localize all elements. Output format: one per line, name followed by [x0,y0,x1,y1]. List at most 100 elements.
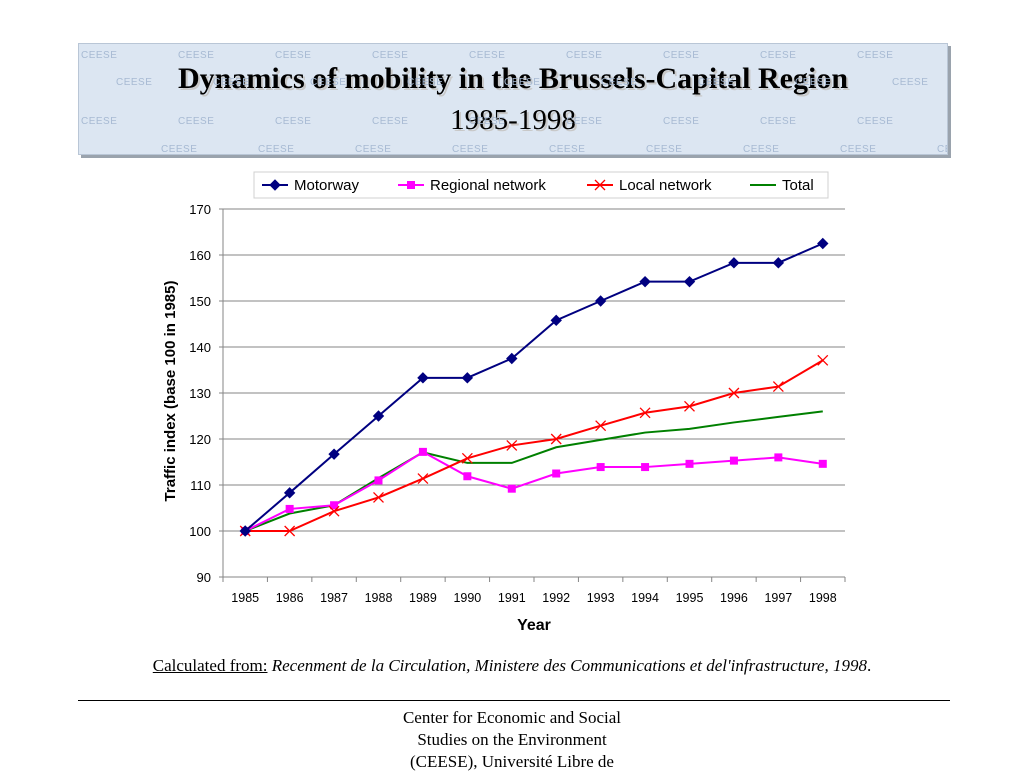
footer: Center for Economic and Social Studies o… [0,707,1024,773]
watermark-text: CEESE [81,50,118,61]
watermark-text: CEESE [698,77,735,88]
data-point-regional-network [774,453,783,462]
data-point-motorway [506,352,518,365]
data-point-local-network [684,400,695,412]
x-tick-label: 1990 [453,591,481,605]
y-tick-label: 140 [189,340,211,355]
data-point-regional-network [596,463,605,472]
watermark-text: CEESE [372,116,409,127]
watermark-text: CEESE [743,144,780,155]
watermark-text: CEESE [407,77,444,88]
data-point-local-network [328,505,340,517]
watermark-text: CEESE [601,77,638,88]
legend-label-total: Total [782,177,814,194]
y-tick-label: 110 [190,478,211,493]
data-point-regional-network [507,484,516,493]
source-end: . [866,656,872,675]
data-point-local-network [772,381,784,393]
data-point-motorway [772,257,785,269]
watermark-text: CEESE [840,144,877,155]
data-point-regional-network [641,463,650,472]
data-point-local-network [461,452,473,464]
y-tick-label: 90 [197,570,211,585]
data-point-local-network [506,439,518,451]
data-point-regional-network [330,501,339,510]
data-point-local-network [284,525,296,537]
x-tick-label: 1993 [587,591,615,605]
x-tick-label: 1994 [631,591,659,605]
watermark-text: CEESE [116,77,153,88]
legend-marker-local-network [594,179,606,191]
watermark-text: CEESE [275,50,312,61]
x-tick-label: 1995 [676,591,704,605]
watermark-text: CEESE [795,77,832,88]
x-tick-label: 1992 [542,591,570,605]
series-line-regional-network [244,450,823,532]
y-tick-label: 120 [189,432,211,447]
watermark-text: CEESE [760,50,797,61]
data-point-regional-network [729,456,738,465]
data-point-local-network [595,420,607,432]
x-tick-label: 1996 [720,591,748,605]
x-tick-label: 1991 [498,591,526,605]
data-point-regional-network [463,472,472,481]
data-point-local-network [728,387,740,399]
y-tick-label: 100 [189,524,211,539]
watermark-text: CEESE [937,144,947,155]
watermark-text: CEESE [469,116,506,127]
watermark-text: CEESE [469,50,506,61]
legend-box [253,171,829,199]
footer-divider [78,700,950,701]
watermark-text: CEESE [161,144,198,155]
data-point-motorway [283,487,296,499]
footer-line-3: (CEESE), Université Libre de [410,752,614,771]
watermark-text: CEESE [566,50,603,61]
data-point-local-network [373,491,384,503]
watermark-text: CEESE [275,116,312,127]
watermark-text: CEESE [310,77,347,88]
x-axis-label: Year [517,617,551,634]
legend-marker-motorway [269,179,281,191]
y-tick-label: 160 [189,248,211,263]
data-point-motorway [728,257,740,269]
data-point-motorway [817,237,829,250]
source-lead: Calculated from: [152,656,268,675]
legend-label-local-network: Local network [619,177,712,194]
series-line-motorway [244,242,824,532]
x-tick-label: 1989 [409,591,437,605]
watermark-text: CEESE [892,77,929,88]
data-point-motorway [550,314,562,327]
x-tick-label: 1987 [320,591,348,605]
legend-label-motorway: Motorway [294,177,360,194]
watermark-text: CEESE [81,116,118,127]
x-tick-label: 1998 [809,591,837,605]
watermark-text: CEESE [452,144,489,155]
footer-line-2: Studies on the Environment [417,730,607,749]
data-point-regional-network [685,459,694,468]
data-point-regional-network [285,504,294,513]
data-point-motorway [372,410,385,422]
data-point-local-network [417,473,429,485]
watermark-text: CEESE [566,116,603,127]
y-tick-label: 130 [189,386,211,401]
x-tick-label: 1985 [231,591,259,605]
watermark-text: CEESE [504,77,541,88]
data-point-motorway [239,525,251,537]
data-point-motorway [461,372,474,384]
data-point-regional-network [818,459,827,468]
footer-line-1: Center for Economic and Social [402,708,622,727]
watermark-text: CEESE [178,50,215,61]
legend-marker-regional-network [407,181,415,189]
watermark-text: CEESE [213,77,250,88]
series-line-local-network [245,359,824,532]
data-point-motorway [417,372,429,384]
data-point-local-network [550,433,562,445]
watermark-text: CEESE [258,144,295,155]
data-point-regional-network [418,447,427,456]
line-chart: 90 100 110 120 130 140 150 160 170 1985 1986 1987 19… [162,171,846,634]
watermark-text: CEESE [549,144,586,155]
watermark-text: CEESE [857,116,894,127]
y-tick-label: 170 [189,202,211,217]
page-subtitle: 1985-1998 [450,104,576,136]
data-point-regional-network [374,476,383,485]
